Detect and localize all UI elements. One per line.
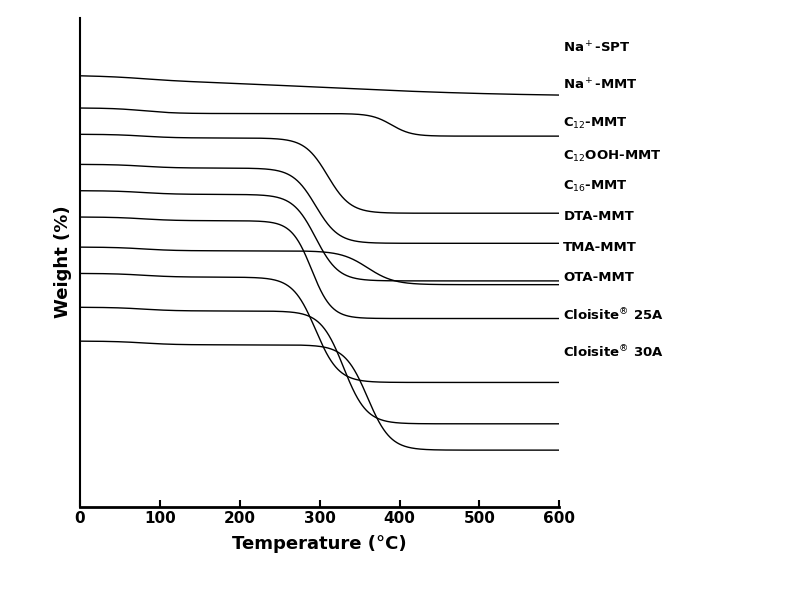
Text: C$_{12}$-MMT: C$_{12}$-MMT <box>563 115 628 131</box>
Text: TMA-MMT: TMA-MMT <box>563 240 637 253</box>
Text: Cloisite$^{\circledR}$ 25A: Cloisite$^{\circledR}$ 25A <box>563 307 664 323</box>
Text: DTA-MMT: DTA-MMT <box>563 210 634 223</box>
Text: Cloisite$^{\circledR}$ 30A: Cloisite$^{\circledR}$ 30A <box>563 344 664 360</box>
Text: OTA-MMT: OTA-MMT <box>563 271 634 284</box>
Text: Na$^+$-MMT: Na$^+$-MMT <box>563 78 638 93</box>
Text: Na$^+$-SPT: Na$^+$-SPT <box>563 40 631 55</box>
Text: C$_{12}$OOH-MMT: C$_{12}$OOH-MMT <box>563 149 662 164</box>
X-axis label: Temperature (°C): Temperature (°C) <box>233 535 407 552</box>
Y-axis label: Weight (%): Weight (%) <box>54 206 72 319</box>
Text: C$_{16}$-MMT: C$_{16}$-MMT <box>563 179 628 194</box>
